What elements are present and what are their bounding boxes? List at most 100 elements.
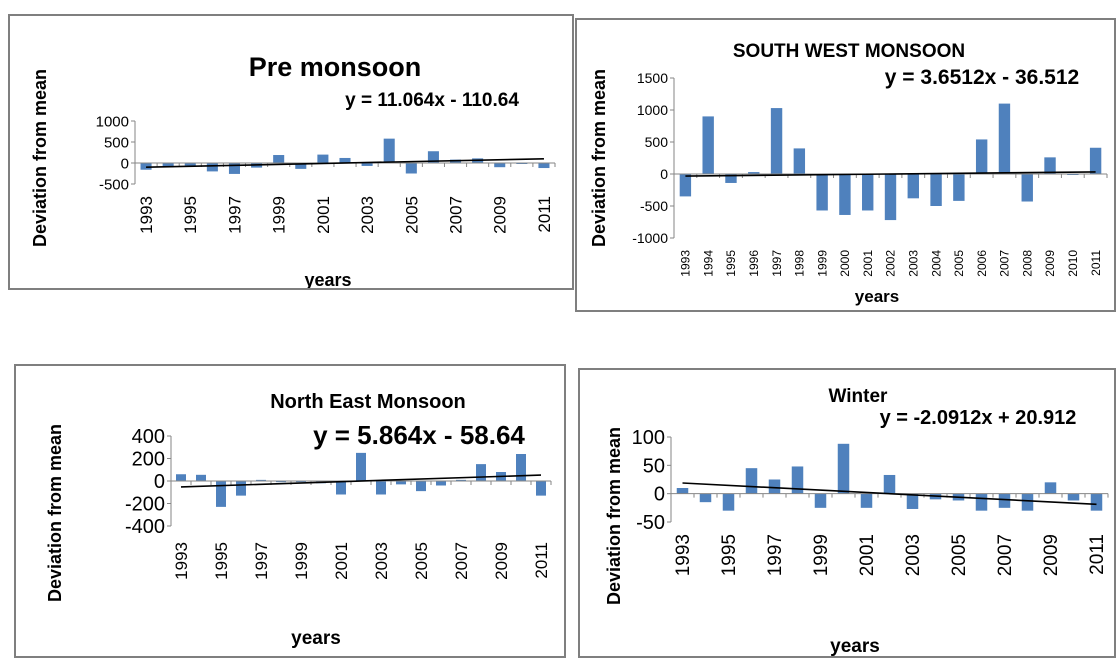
y-axis-label: Deviation from mean: [589, 69, 609, 247]
bar-2005: [416, 481, 426, 492]
bar-1999: [816, 174, 828, 211]
chart-title: SOUTH WEST MONSOON: [733, 41, 965, 62]
x-tick-label: 1993: [673, 534, 694, 576]
bar-1993: [176, 474, 186, 481]
bar-1996: [236, 481, 246, 496]
bar-2004: [930, 174, 942, 206]
x-tick-label: 2011: [1087, 534, 1108, 575]
bar-1999: [273, 155, 285, 163]
chart-title: North East Monsoon: [270, 391, 466, 413]
trendline-equation: y = 11.064x - 110.64: [345, 90, 519, 111]
x-tick-label: 1999: [270, 196, 289, 234]
bar-1993: [676, 488, 689, 494]
x-tick-label: 1997: [765, 534, 786, 576]
bar-1994: [702, 116, 714, 174]
y-tick-label: -200: [125, 494, 165, 516]
bar-2011: [538, 163, 550, 169]
bar-2001: [336, 481, 346, 495]
y-axis-label: Deviation from mean: [45, 424, 65, 602]
bar-2005: [405, 163, 417, 174]
chart-panel-winter: Winter y = -2.0912x + 20.912 100 50 0 -50 1993…: [578, 368, 1116, 658]
x-tick-label: 1999: [811, 534, 832, 576]
x-tick-label: 2011: [532, 542, 551, 579]
y-tick-label: -1000: [632, 230, 668, 246]
bar-2002: [883, 474, 896, 494]
bar-2001: [860, 493, 873, 508]
x-tick-label: 1996: [747, 250, 761, 277]
trendline-equation: y = 3.6512x - 36.512: [885, 66, 1079, 89]
bar-2003: [907, 174, 919, 199]
bar-2011: [1089, 147, 1102, 174]
bar-2009: [1044, 157, 1056, 174]
bar-1994: [162, 163, 174, 168]
bar-2003: [906, 493, 919, 509]
bar-2008: [1021, 174, 1033, 202]
bar-2006: [436, 481, 446, 486]
x-tick-label: 2007: [995, 534, 1016, 576]
y-tick-label: -500: [99, 176, 129, 193]
bar-2011: [1090, 493, 1103, 511]
x-tick-label: 2006: [975, 250, 989, 277]
x-tick-label: 1993: [679, 250, 693, 277]
x-tick-label: 2003: [906, 250, 920, 277]
bar-2000: [839, 174, 851, 215]
x-tick-label: 2005: [412, 542, 431, 580]
bar-1995: [725, 174, 737, 183]
y-tick-label: -500: [640, 198, 668, 214]
x-axis-label: years: [855, 287, 899, 306]
bar-1996: [206, 163, 218, 172]
x-tick-label: 1994: [701, 250, 715, 277]
x-tick-label: 1993: [172, 542, 191, 580]
y-tick-label: 50: [643, 455, 665, 477]
bar-1994: [699, 493, 712, 503]
x-tick-label: 2003: [372, 542, 391, 580]
x-tick-label: 2000: [838, 250, 852, 277]
bar-1999: [296, 481, 306, 483]
x-tick-label: 2005: [402, 196, 421, 234]
y-tick-label: 500: [104, 134, 129, 151]
x-tick-label: 2004: [929, 250, 943, 277]
x-tick-label: 2009: [491, 196, 510, 234]
x-axis-label: years: [291, 628, 341, 649]
y-tick-label: 0: [154, 471, 165, 493]
bar-2001: [862, 174, 874, 211]
x-tick-label: 1993: [137, 196, 156, 234]
x-tick-label: 1997: [252, 542, 271, 580]
bar-2008: [1021, 493, 1034, 511]
bar-2004: [396, 481, 406, 485]
bar-2003: [376, 481, 386, 495]
bar-2009: [494, 163, 506, 168]
y-axis-label: Deviation from mean: [604, 427, 624, 605]
x-tick-label: 2003: [358, 196, 377, 234]
y-tick-label: 500: [645, 134, 669, 150]
bar-2006: [975, 139, 988, 174]
bar-2000: [295, 163, 307, 169]
bar-2009: [1044, 482, 1057, 494]
bar-1999: [814, 493, 827, 508]
x-tick-label: 2007: [446, 196, 465, 234]
bar-1998: [276, 481, 286, 483]
x-tick-label: 2008: [1020, 250, 1034, 277]
chart-title: Winter: [829, 386, 889, 407]
y-tick-label: 200: [132, 449, 165, 471]
y-tick-label: 1500: [637, 70, 668, 86]
bar-1996: [748, 172, 760, 174]
y-tick-label: 0: [121, 155, 129, 172]
chart-svg: Pre monsoon y = 11.064x - 110.64 1000 500 0 -…: [30, 52, 556, 288]
x-tick-label: 2009: [492, 542, 511, 580]
bar-2002: [884, 174, 897, 221]
bar-1998: [793, 148, 806, 174]
bar-2010: [516, 454, 526, 481]
y-tick-label: 1000: [637, 102, 668, 118]
x-tick-label: 2011: [1089, 250, 1103, 276]
trendline: [682, 482, 1097, 506]
bar-1994: [196, 474, 206, 481]
bar-1998: [791, 466, 804, 494]
y-tick-label: 1000: [96, 113, 129, 130]
y-tick-label: 0: [660, 166, 668, 182]
chart-svg: SOUTH WEST MONSOON y = 3.6512x - 36.512 15…: [589, 41, 1108, 306]
bar-1997: [256, 479, 266, 481]
x-tick-label: 2011: [535, 196, 554, 233]
